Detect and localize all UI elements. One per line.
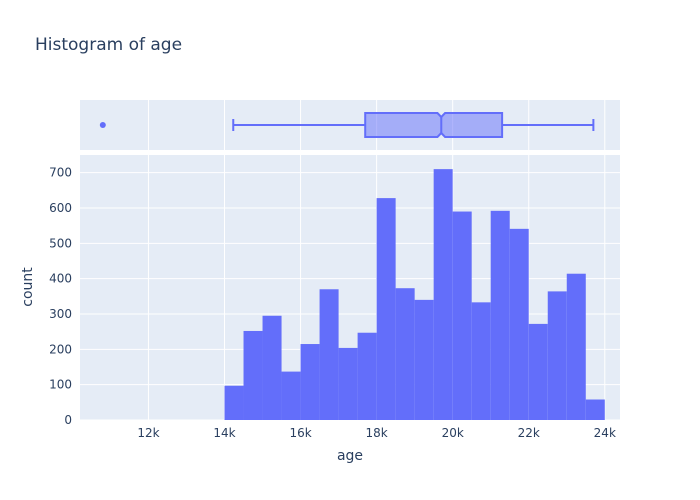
histogram-bar [528, 323, 548, 420]
x-tick-label: 20k [442, 426, 464, 440]
box-plot-iqr [364, 112, 504, 138]
histogram-bar [338, 347, 358, 420]
histogram-bar [452, 211, 472, 420]
histogram-bar [471, 302, 491, 420]
histogram-bar [509, 228, 529, 420]
histogram-bar [224, 385, 244, 420]
x-tick-label: 14k [213, 426, 235, 440]
histogram-bar [281, 371, 301, 420]
histogram-bar [566, 273, 586, 420]
histogram-bar [376, 198, 396, 420]
chart-title: Histogram of age [35, 35, 182, 55]
y-tick-label: 700 [49, 166, 72, 180]
x-axis-label: age [337, 448, 363, 464]
histogram-bar [395, 288, 415, 420]
y-tick-label: 100 [49, 378, 72, 392]
histogram-bar [319, 289, 339, 420]
histogram-bar [490, 210, 510, 420]
y-axis-label: count [20, 267, 36, 307]
histogram-bar [357, 332, 377, 420]
y-tick-label: 600 [49, 201, 72, 215]
x-tick-label: 16k [289, 426, 311, 440]
histogram-bar [547, 291, 567, 420]
bar-layer [224, 169, 605, 420]
x-tick-label: 22k [518, 426, 540, 440]
box-layer [99, 112, 595, 138]
histogram-bar [243, 330, 263, 420]
histogram-bar [585, 399, 605, 420]
tick-layer: 12k 14k 16k 18k 20k 22k 24k 0 100 200 300 400 500 600… [49, 166, 616, 440]
x-tick-label: 24k [594, 426, 616, 440]
y-tick-label: 200 [49, 342, 72, 356]
histogram-bar [433, 169, 453, 420]
y-tick-label: 400 [49, 272, 72, 286]
x-tick-label: 18k [366, 426, 388, 440]
histogram-bar [262, 315, 282, 420]
box-plot-outlier [99, 122, 106, 128]
y-tick-label: 0 [64, 413, 72, 427]
histogram-bar [300, 344, 320, 420]
y-tick-label: 300 [49, 307, 72, 321]
y-tick-label: 500 [49, 236, 72, 250]
histogram-bar [414, 299, 434, 420]
x-tick-label: 12k [137, 426, 159, 440]
